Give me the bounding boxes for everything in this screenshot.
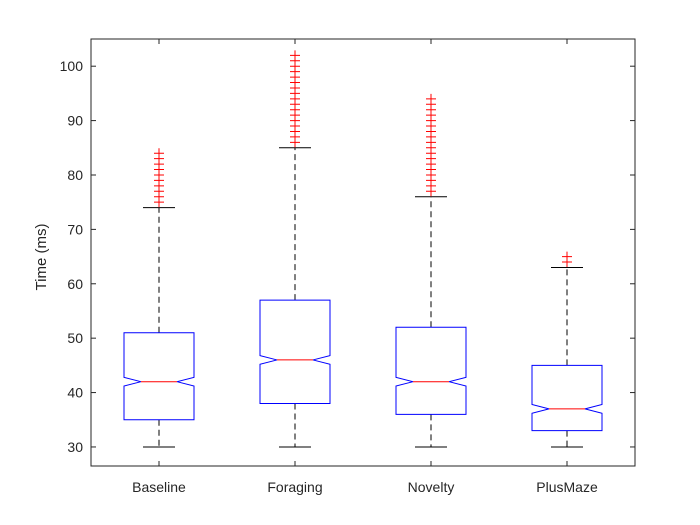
plot-area-frame (90, 38, 636, 467)
y-tick-label: 50 (67, 330, 83, 346)
outlier-marker (562, 251, 572, 262)
outlier-marker (426, 93, 436, 104)
x-tick-label: PlusMaze (536, 479, 598, 495)
x-tick-label: Foraging (267, 479, 322, 495)
y-tick-label: 100 (60, 58, 84, 74)
x-tick-label: Baseline (132, 479, 186, 495)
notched-box (259, 299, 331, 404)
outlier-marker (154, 148, 164, 159)
outlier-marker (290, 50, 300, 61)
y-tick-label: 80 (67, 167, 83, 183)
x-tick-label: Novelty (408, 479, 455, 495)
y-tick-label: 40 (67, 385, 83, 401)
notched-box (123, 332, 195, 421)
y-tick-label: 90 (67, 113, 83, 129)
y-tick-label: 30 (67, 439, 83, 455)
y-tick-label: 70 (67, 221, 83, 237)
y-axis-label: Time (ms) (33, 224, 50, 291)
notched-box (531, 364, 603, 432)
notched-box (395, 326, 467, 415)
y-tick-label: 60 (67, 276, 83, 292)
